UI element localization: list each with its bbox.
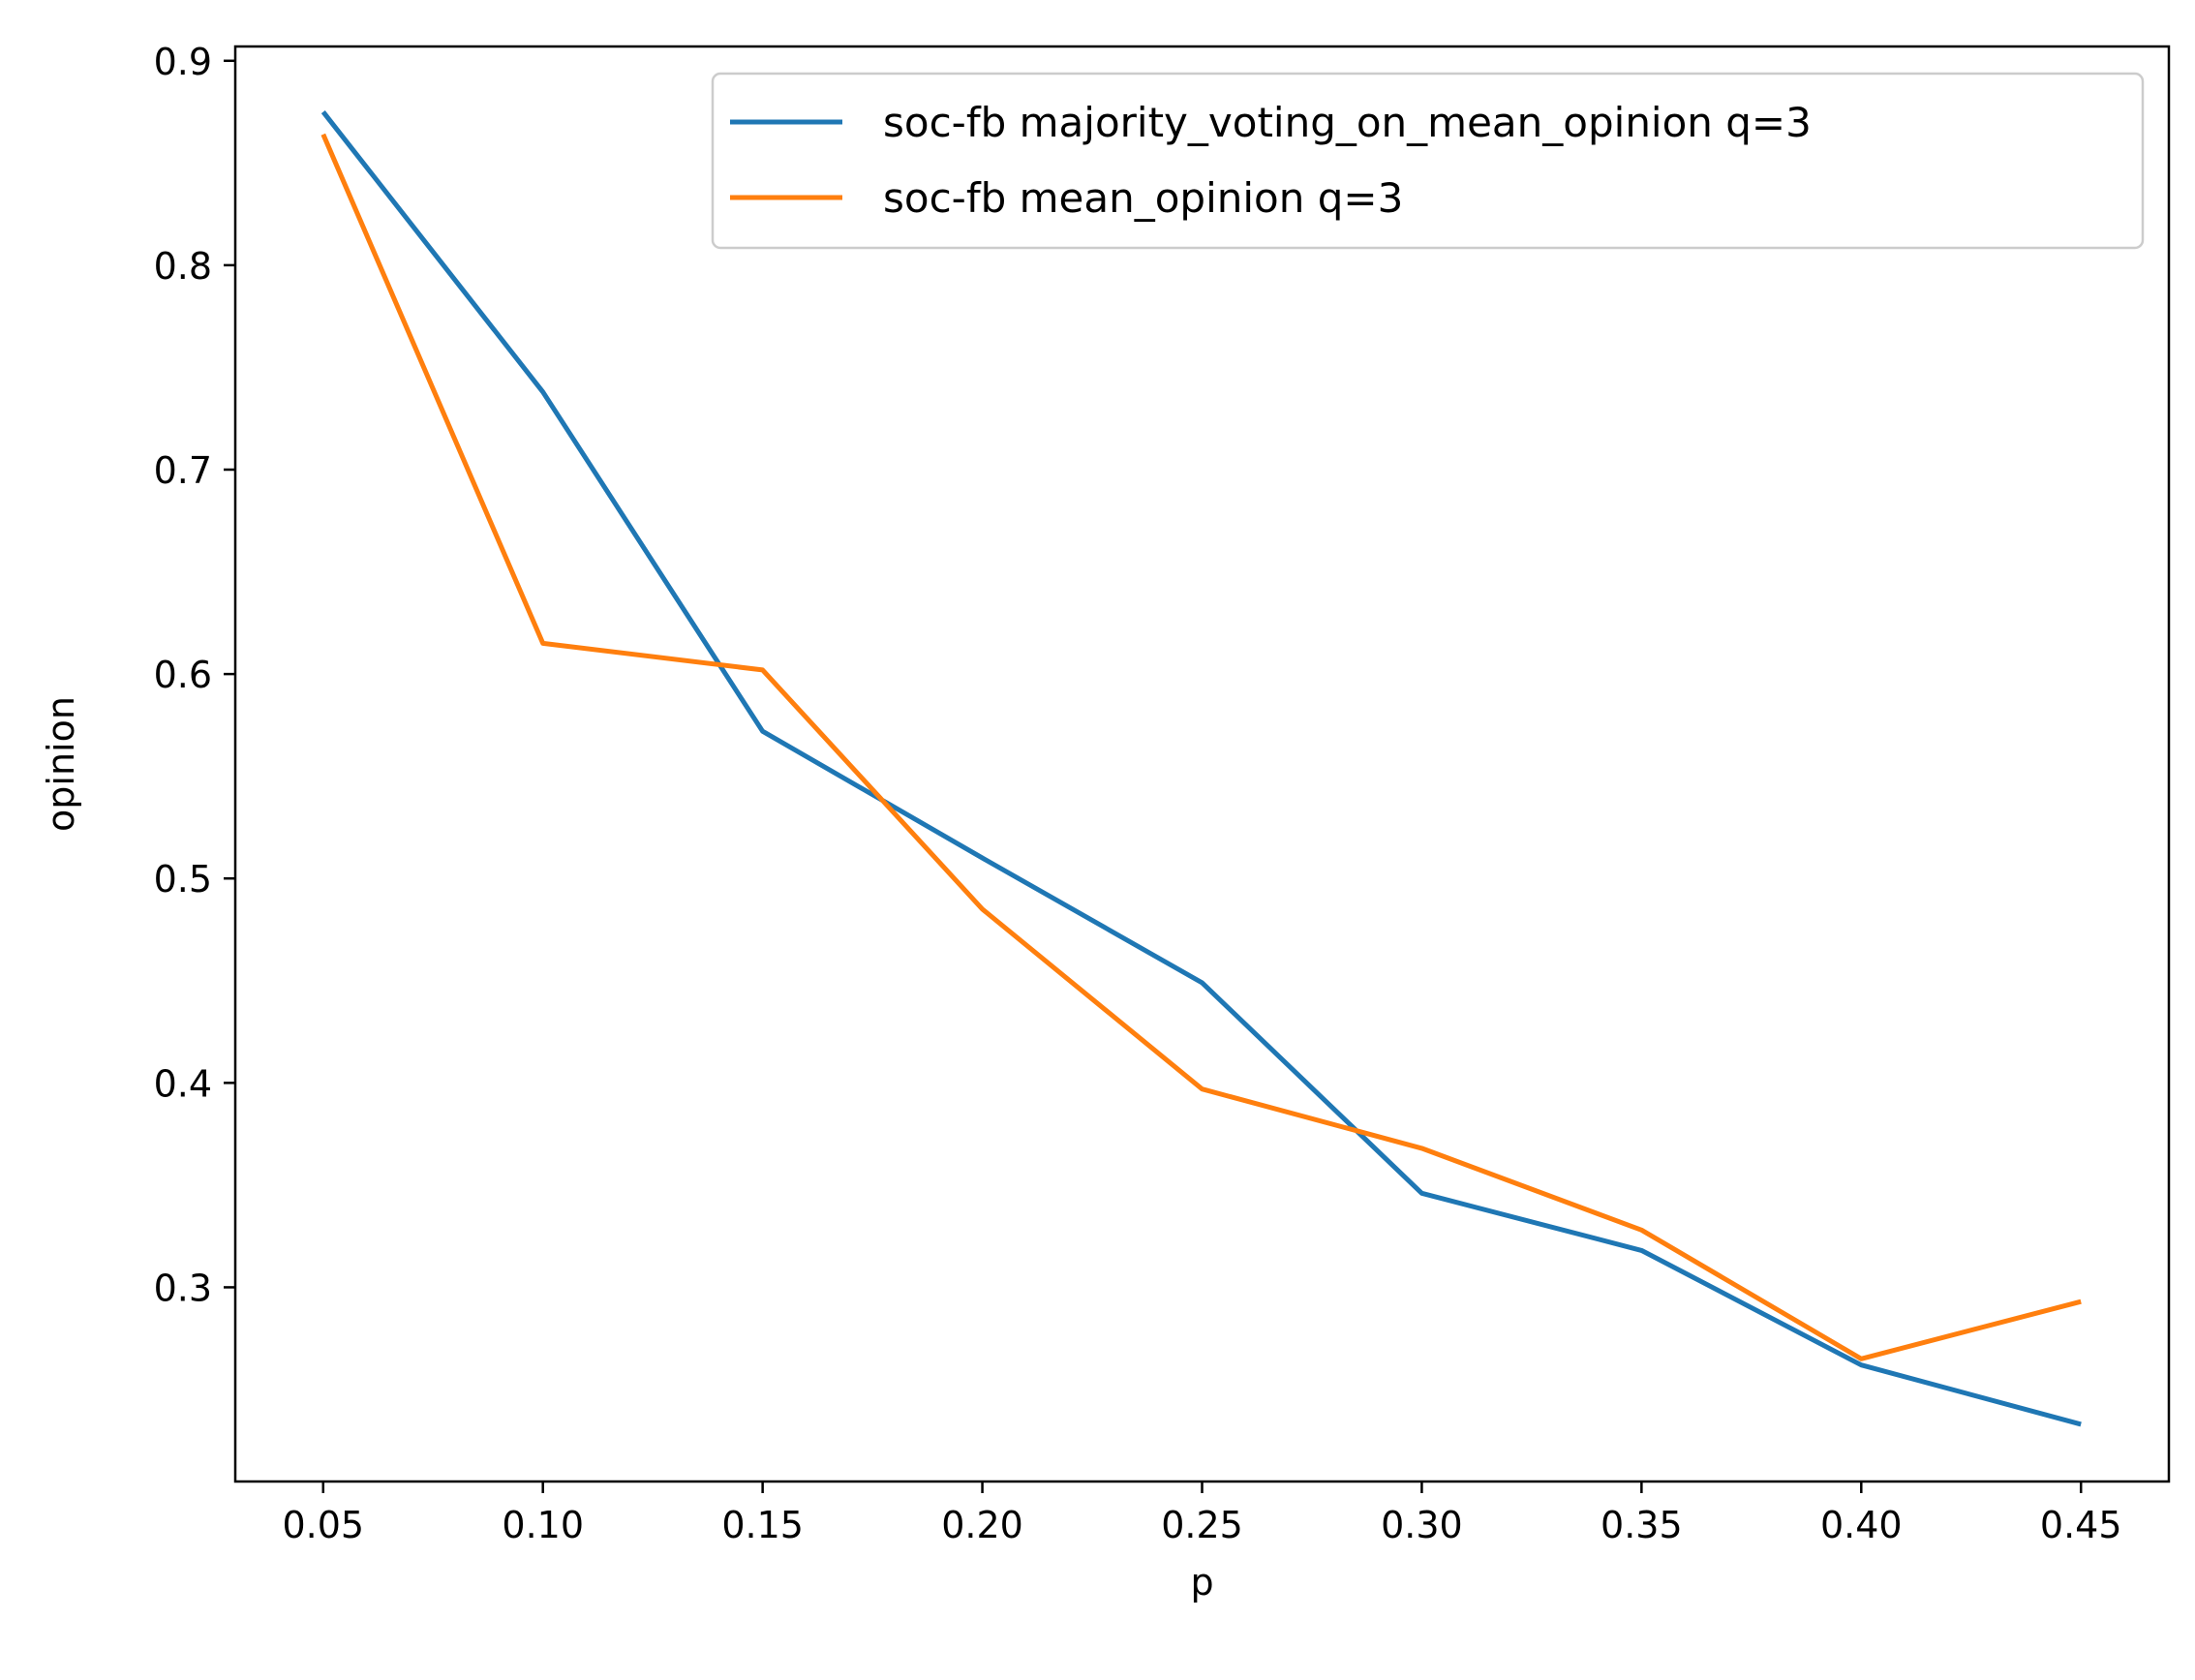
y-tick-label: 0.3: [154, 1267, 212, 1309]
series-line-2: [320, 133, 2082, 1361]
x-tick-label: 0.35: [1601, 1504, 1683, 1546]
x-tick-label: 0.45: [2040, 1504, 2122, 1546]
y-tick-label: 0.5: [154, 858, 212, 901]
x-tick-label: 0.25: [1161, 1504, 1243, 1546]
x-tick-label: 0.20: [941, 1504, 1023, 1546]
y-axis-label: opinion: [40, 696, 82, 832]
y-axis: 0.3 0.4 0.5 0.6 0.7 0.8 0.9: [154, 41, 235, 1309]
x-axis-label: p: [1190, 1561, 1213, 1604]
y-tick-label: 0.8: [154, 245, 212, 288]
plot-lines: [320, 110, 2082, 1427]
x-tick-label: 0.40: [1820, 1504, 1903, 1546]
y-tick-label: 0.6: [154, 654, 212, 696]
x-tick-label: 0.10: [502, 1504, 584, 1546]
x-tick-label: 0.15: [721, 1504, 804, 1546]
series-line-1: [320, 110, 2082, 1427]
x-tick-label: 0.05: [282, 1504, 364, 1546]
x-axis: 0.05 0.10 0.15 0.20 0.25 0.30 0.35 0.40 0.45: [282, 1481, 2122, 1546]
y-tick-label: 0.4: [154, 1062, 212, 1105]
legend: soc-fb majority_voting_on_mean_opinion q…: [711, 72, 2145, 250]
x-tick-label: 0.30: [1381, 1504, 1463, 1546]
y-tick-label: 0.9: [154, 41, 212, 83]
y-tick-label: 0.7: [154, 449, 212, 492]
legend-label-1: soc-fb majority_voting_on_mean_opinion q…: [883, 99, 1812, 146]
legend-label-2: soc-fb mean_opinion q=3: [883, 174, 1403, 222]
legend-box: [711, 72, 2145, 250]
